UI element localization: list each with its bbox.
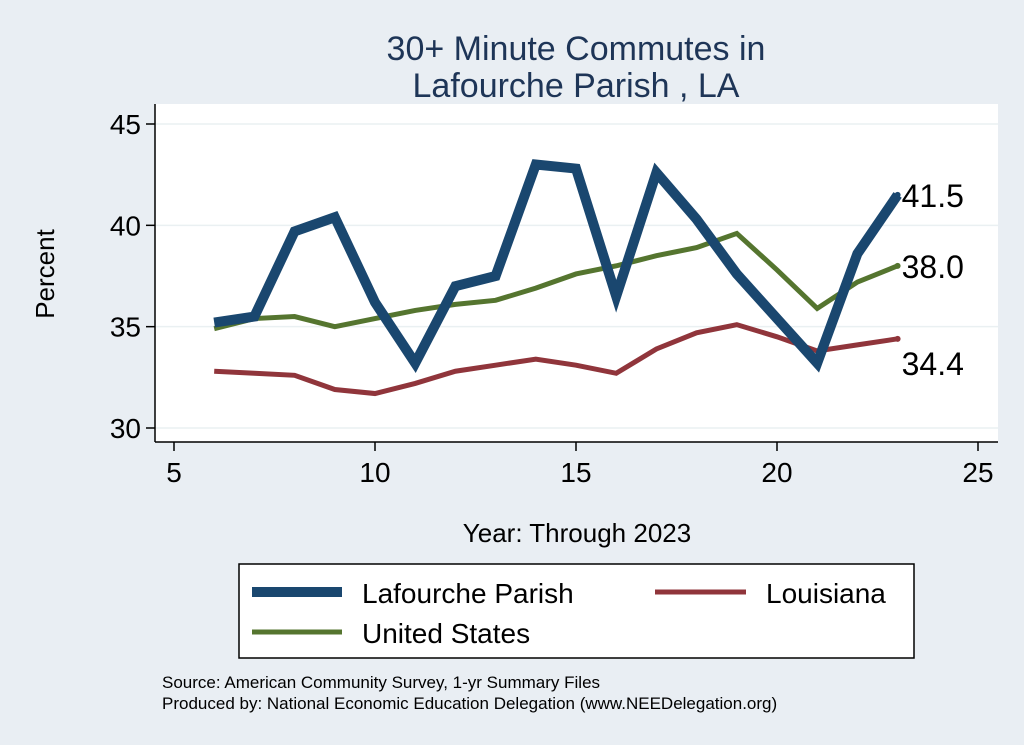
end-point [894, 262, 901, 269]
y-axis-title: Percent [30, 228, 60, 318]
end-point [894, 191, 901, 198]
legend-box [238, 563, 915, 659]
producer-note: Produced by: National Economic Education… [162, 694, 777, 713]
legend-label-louisiana: Louisiana [766, 578, 886, 609]
x-tick-label: 5 [166, 457, 182, 488]
y-tick-label: 30 [110, 413, 141, 444]
series-line-louisiana [214, 322, 898, 397]
series-line-lafourche-parish [213, 159, 902, 373]
y-tick-label: 40 [110, 210, 141, 241]
source-note: Source: American Community Survey, 1-yr … [162, 673, 600, 692]
x-tick-label: 25 [962, 457, 993, 488]
series-lines [213, 159, 902, 397]
chart-title-line-1: 30+ Minute Commutes in [387, 30, 766, 68]
legend-label-lafourche: Lafourche Parish [362, 578, 574, 609]
x-tick-label: 15 [560, 457, 591, 488]
end-label: 41.5 [902, 178, 964, 214]
legend-label-us: United States [362, 618, 530, 649]
end-labels: 41.5 34.4 38.0 [894, 178, 964, 382]
chart-title-line-2: Lafourche Parish , LA [413, 67, 740, 105]
end-point [894, 335, 901, 342]
grid-lines [155, 123, 998, 429]
end-label: 34.4 [902, 346, 964, 382]
x-tick-label: 10 [359, 457, 390, 488]
x-tick-label: 20 [761, 457, 792, 488]
y-tick-label: 35 [110, 312, 141, 343]
series-line-united-states [213, 230, 899, 332]
axes: 30 35 40 45 5 10 15 20 25 [110, 104, 998, 488]
x-axis-title: Year: Through 2023 [463, 518, 691, 548]
legend: Lafourche Parish Louisiana United States [238, 563, 915, 659]
end-label: 38.0 [902, 249, 964, 285]
y-tick-label: 45 [110, 109, 141, 140]
